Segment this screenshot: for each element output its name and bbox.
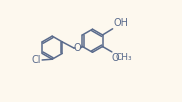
Text: CH₃: CH₃ — [116, 53, 132, 62]
Text: O: O — [74, 43, 82, 53]
Text: O: O — [112, 53, 119, 63]
Text: Cl: Cl — [31, 55, 41, 65]
Text: OH: OH — [113, 18, 128, 28]
